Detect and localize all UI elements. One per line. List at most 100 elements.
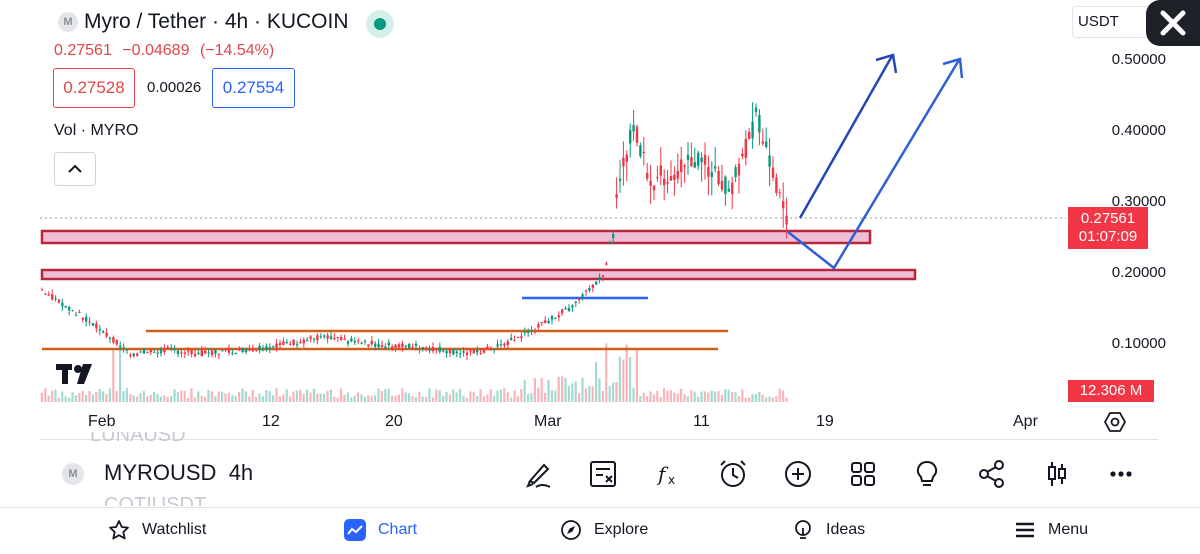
nav-explore[interactable]: Explore — [560, 515, 648, 545]
candle-body — [217, 354, 220, 356]
time-axis-label: 11 — [693, 413, 710, 430]
volume-bar — [61, 391, 64, 402]
candle-body — [190, 349, 193, 355]
share-button[interactable] — [975, 457, 1009, 491]
time-axis-label: 20 — [385, 413, 403, 430]
candle-body — [214, 349, 217, 354]
volume-bar — [455, 392, 458, 402]
market-status-icon — [366, 10, 394, 38]
candle-body — [618, 178, 622, 182]
candle-body — [476, 349, 479, 353]
volume-bar — [380, 390, 383, 402]
candle-body — [193, 353, 197, 357]
volume-bar — [326, 390, 329, 402]
volume-bar — [285, 389, 288, 402]
symbol-title[interactable]: Myro / Tether · 4h · KUCOIN — [84, 10, 349, 33]
volume-indicator-label[interactable]: Vol · MYRO — [54, 122, 139, 139]
volume-bar — [81, 390, 84, 402]
plus-circle-icon — [785, 461, 811, 487]
volume-bar — [425, 396, 428, 402]
candle-body — [741, 153, 744, 157]
alert-button[interactable] — [716, 457, 750, 491]
ask-price-button[interactable]: 0.27554 — [212, 68, 295, 108]
volume-bar — [51, 390, 54, 402]
volume-bar — [146, 396, 149, 402]
candle-body — [703, 154, 707, 165]
candle-body — [527, 332, 530, 334]
volume-bar — [91, 394, 94, 402]
bid-price-button[interactable]: 0.27528 — [53, 68, 135, 108]
nav-menu[interactable]: Menu — [1014, 515, 1088, 545]
indicators-button[interactable]: f x — [651, 457, 685, 491]
chart-icon — [344, 519, 366, 541]
candle-body — [751, 121, 754, 139]
candle-body — [649, 180, 652, 186]
compass-icon — [561, 520, 581, 540]
volume-bar — [98, 389, 101, 402]
volume-bar — [176, 392, 179, 402]
candle-body — [513, 340, 516, 342]
chart-type-button[interactable] — [1040, 457, 1074, 491]
volume-bar — [350, 397, 353, 402]
candle-body — [771, 167, 775, 178]
candle-body — [153, 351, 156, 353]
draw-tool-button[interactable] — [522, 457, 556, 491]
volume-bar — [448, 394, 451, 402]
volume-bar — [47, 395, 50, 402]
close-button[interactable] — [1146, 0, 1200, 46]
candle-body — [720, 180, 724, 190]
layout-button[interactable] — [846, 457, 880, 491]
volume-bar — [421, 396, 424, 402]
candle-body — [714, 166, 717, 169]
object-tree-button[interactable] — [586, 457, 620, 491]
candle-body — [775, 177, 778, 193]
more-button[interactable] — [1104, 457, 1138, 491]
volume-bar — [64, 396, 67, 402]
candle-body — [241, 347, 244, 353]
nav-chart[interactable]: Chart — [344, 515, 417, 545]
price-chart[interactable] — [0, 0, 1200, 440]
symbol-selector[interactable]: MYROUSD 4h — [104, 460, 253, 486]
candle-body — [591, 284, 594, 288]
bulb-icon — [916, 460, 938, 486]
collapse-legend-button[interactable] — [54, 152, 96, 186]
volume-bar — [591, 386, 594, 402]
volume-bar — [673, 392, 676, 402]
candle-body — [510, 337, 513, 341]
volume-bar — [377, 388, 380, 402]
volume-bar — [635, 347, 638, 402]
candle-body — [693, 162, 696, 168]
volume-bar — [278, 396, 281, 402]
candle-body — [540, 322, 543, 324]
volume-bar — [557, 376, 560, 402]
volume-bar — [78, 393, 81, 402]
candle-body — [44, 293, 47, 295]
volume-bar — [40, 392, 43, 402]
volume-bar — [88, 390, 91, 402]
chart-settings-icon[interactable] — [1104, 411, 1126, 433]
nav-watchlist[interactable]: Watchlist — [108, 515, 206, 545]
volume-bar — [251, 389, 254, 402]
volume-bar — [210, 391, 213, 402]
volume-bar — [782, 390, 785, 402]
candle-body — [486, 346, 489, 349]
candle-body — [156, 352, 159, 354]
volume-bar — [771, 397, 774, 402]
candle-body — [244, 349, 248, 353]
volume-bar — [312, 388, 315, 402]
candle-body — [584, 290, 588, 292]
candle-body — [459, 353, 462, 355]
candle-body — [210, 350, 214, 355]
volume-bar — [329, 389, 332, 402]
volume-bar — [214, 396, 217, 402]
candle-body — [159, 349, 163, 354]
nav-ideas[interactable]: Ideas — [792, 515, 865, 545]
add-button[interactable] — [781, 457, 815, 491]
candle-body — [605, 263, 608, 265]
volume-bar — [765, 397, 768, 402]
ideas-tool-button[interactable] — [910, 457, 944, 491]
volume-bar — [333, 396, 336, 402]
volume-bar — [748, 397, 751, 402]
symbol-logo-icon: M — [62, 463, 84, 485]
candle-body — [71, 310, 74, 312]
